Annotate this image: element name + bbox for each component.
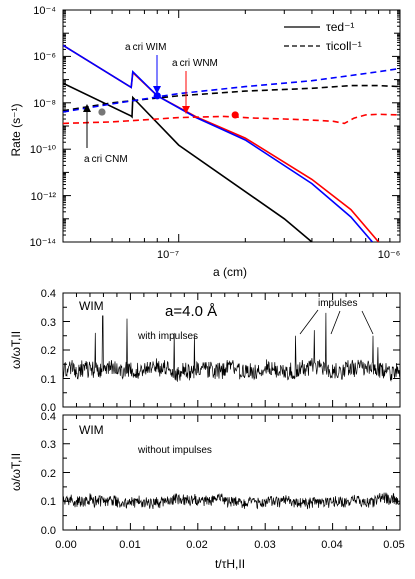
rate-axis-ticks bbox=[62, 9, 401, 243]
rate-series-line-4 bbox=[63, 67, 400, 113]
annotation-wnm: a cri WNM bbox=[172, 58, 218, 69]
y-tick-label: 0.0 bbox=[41, 525, 56, 537]
critical-size-marker-2 bbox=[231, 111, 239, 119]
annotation-with-impulses: with impulses bbox=[137, 331, 198, 342]
grain-size-title: a=4.0 Å bbox=[165, 303, 217, 320]
x-tick-label: 0.04 bbox=[321, 539, 342, 551]
y-tick-label: 10⁻¹⁰ bbox=[30, 144, 57, 156]
rate-series-line-2 bbox=[63, 44, 374, 242]
rate-y-tick-labels: 10⁻⁴ 10⁻⁶ 10⁻⁸ 10⁻¹⁰ 10⁻¹² 10⁻¹⁴ bbox=[30, 5, 57, 249]
with-impulses-y-axis-label: ω/ωT,II bbox=[9, 331, 23, 369]
annotation-arrowhead bbox=[182, 106, 190, 114]
impulse-pointer bbox=[299, 309, 319, 335]
without-impulses-ticks bbox=[62, 414, 401, 531]
panel-label-wim: WIM bbox=[79, 423, 104, 437]
y-tick-label: 0.3 bbox=[41, 317, 56, 329]
x-tick-label: 0.02 bbox=[186, 539, 207, 551]
x-tick-label: 10⁻⁶ bbox=[378, 249, 401, 261]
y-tick-label: 10⁻⁴ bbox=[33, 5, 56, 17]
with-impulses-panel: 0.0 0.1 0.2 0.3 0.4 ω/ωT,II WIM a=4.0 Å … bbox=[9, 288, 401, 414]
annotation-arrowhead bbox=[153, 86, 161, 94]
with-impulses-ticks bbox=[62, 292, 401, 408]
with-impulses-frame bbox=[62, 292, 401, 408]
y-tick-label: 0.4 bbox=[41, 411, 56, 423]
x-tick-label: 10⁻⁷ bbox=[157, 249, 179, 261]
angular-velocity-trace bbox=[62, 492, 401, 510]
x-tick-label: 0.00 bbox=[55, 539, 76, 551]
y-tick-label: 10⁻⁶ bbox=[33, 51, 56, 63]
critical-size-markers bbox=[98, 92, 239, 119]
y-tick-label: 0.1 bbox=[41, 374, 56, 386]
time-x-axis-label: t/τH,II bbox=[215, 557, 245, 571]
y-tick-label: 10⁻¹² bbox=[31, 191, 57, 203]
y-tick-label: 0.2 bbox=[41, 345, 56, 357]
rate-series-line-0 bbox=[63, 82, 313, 242]
panel-label-wim: WIM bbox=[79, 299, 104, 313]
rate-x-axis-label: a (cm) bbox=[213, 265, 247, 279]
rate-series-line-5 bbox=[63, 113, 400, 125]
angular-velocity-trace bbox=[62, 312, 401, 382]
without-impulses-frame bbox=[62, 414, 401, 531]
annotation-cnm: a cri CNM bbox=[84, 154, 128, 165]
annotation-impulses: impulses bbox=[318, 298, 357, 309]
y-tick-label: 0.0 bbox=[41, 402, 56, 414]
x-tick-label: 0.03 bbox=[254, 539, 275, 551]
x-tick-label: 0.05 bbox=[383, 539, 404, 551]
critical-size-marker-1 bbox=[153, 92, 161, 100]
rate-panel: 10⁻⁴ 10⁻⁶ 10⁻⁸ 10⁻¹⁰ 10⁻¹² 10⁻¹⁴ 10⁻⁷ 10… bbox=[9, 5, 401, 279]
x-tick-label: 0.01 bbox=[119, 539, 140, 551]
y-tick-label: 0.3 bbox=[41, 439, 56, 451]
annotation-without-impulses: without impulses bbox=[137, 445, 212, 456]
legend-label: τicoll⁻¹ bbox=[326, 39, 362, 53]
y-tick-label: 0.4 bbox=[41, 288, 56, 300]
rate-series bbox=[63, 44, 400, 242]
without-impulses-y-axis-label: ω/ωT,II bbox=[9, 453, 23, 491]
legend-label: τed⁻¹ bbox=[326, 20, 354, 34]
critical-size-marker-0 bbox=[98, 108, 106, 116]
annotation-wim: a cri WIM bbox=[125, 42, 166, 53]
impulse-pointer bbox=[361, 310, 374, 335]
y-tick-label: 0.1 bbox=[41, 496, 56, 508]
without-impulses-panel: 0.0 0.1 0.2 0.3 0.4 ω/ωT,II WIM without … bbox=[9, 411, 405, 571]
y-tick-label: 10⁻⁸ bbox=[33, 98, 56, 110]
annotation-arrowhead bbox=[83, 104, 91, 112]
rate-y-axis-label: Rate (s⁻¹) bbox=[9, 103, 23, 156]
legend: τed⁻¹ τicoll⁻¹ bbox=[284, 20, 362, 53]
impulse-pointer bbox=[330, 310, 341, 335]
y-tick-label: 10⁻¹⁴ bbox=[30, 237, 57, 249]
y-tick-label: 0.2 bbox=[41, 468, 56, 480]
